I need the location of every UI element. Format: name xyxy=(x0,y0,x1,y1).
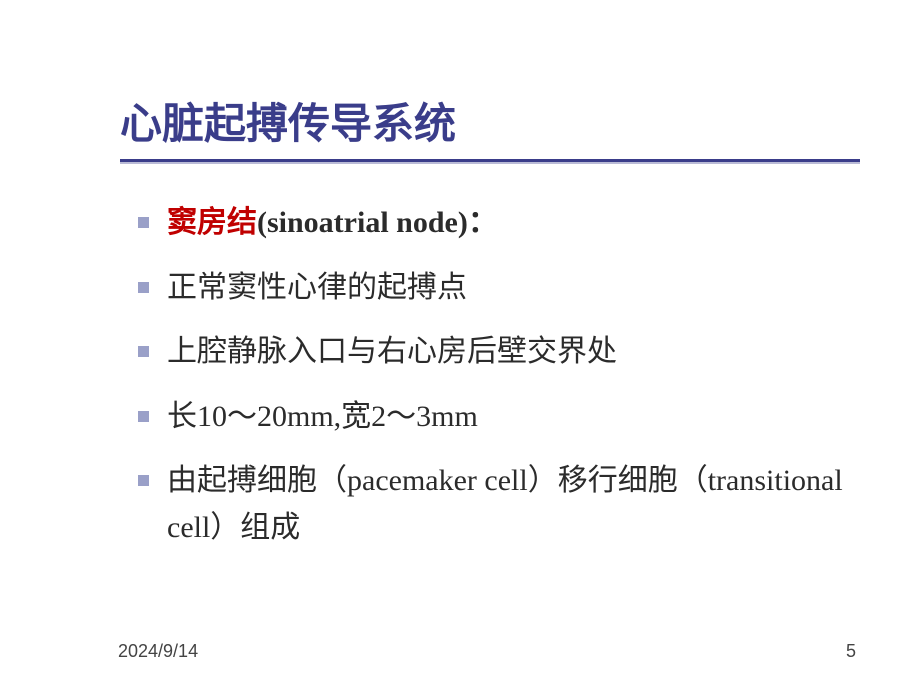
list-item: 窦房结(sinoatrial node)： xyxy=(138,200,860,247)
bullet-marker-icon xyxy=(138,475,149,486)
bullet-text: 由起搏细胞（pacemaker cell）移行细胞（transitional c… xyxy=(167,458,860,551)
bullet-marker-icon xyxy=(138,217,149,228)
bullet-marker-icon xyxy=(138,282,149,293)
slide-container: 心脏起搏传导系统 窦房结(sinoatrial node)： 正常窦性心律的起搏… xyxy=(0,0,920,690)
footer-date: 2024/9/14 xyxy=(118,641,198,662)
list-item: 长10～20mm,宽2～3mm xyxy=(138,394,860,441)
bullet-text: 上腔静脉入口与右心房后壁交界处 xyxy=(167,329,860,376)
list-item: 正常窦性心律的起搏点 xyxy=(138,265,860,312)
bold-text: (sinoatrial node)： xyxy=(257,206,498,239)
list-item: 由起搏细胞（pacemaker cell）移行细胞（transitional c… xyxy=(138,458,860,551)
highlight-text: 窦房结 xyxy=(167,206,257,239)
bullet-marker-icon xyxy=(138,411,149,422)
bullet-text: 窦房结(sinoatrial node)： xyxy=(167,200,860,247)
slide-title: 心脏起搏传导系统 xyxy=(120,90,860,151)
list-item: 上腔静脉入口与右心房后壁交界处 xyxy=(138,329,860,376)
bullet-text: 长10～20mm,宽2～3mm xyxy=(167,394,860,441)
bullet-text: 正常窦性心律的起搏点 xyxy=(167,265,860,312)
bullet-list: 窦房结(sinoatrial node)： 正常窦性心律的起搏点 上腔静脉入口与… xyxy=(120,200,860,551)
title-underline xyxy=(120,159,860,162)
bullet-marker-icon xyxy=(138,346,149,357)
footer-page-number: 5 xyxy=(846,641,856,662)
